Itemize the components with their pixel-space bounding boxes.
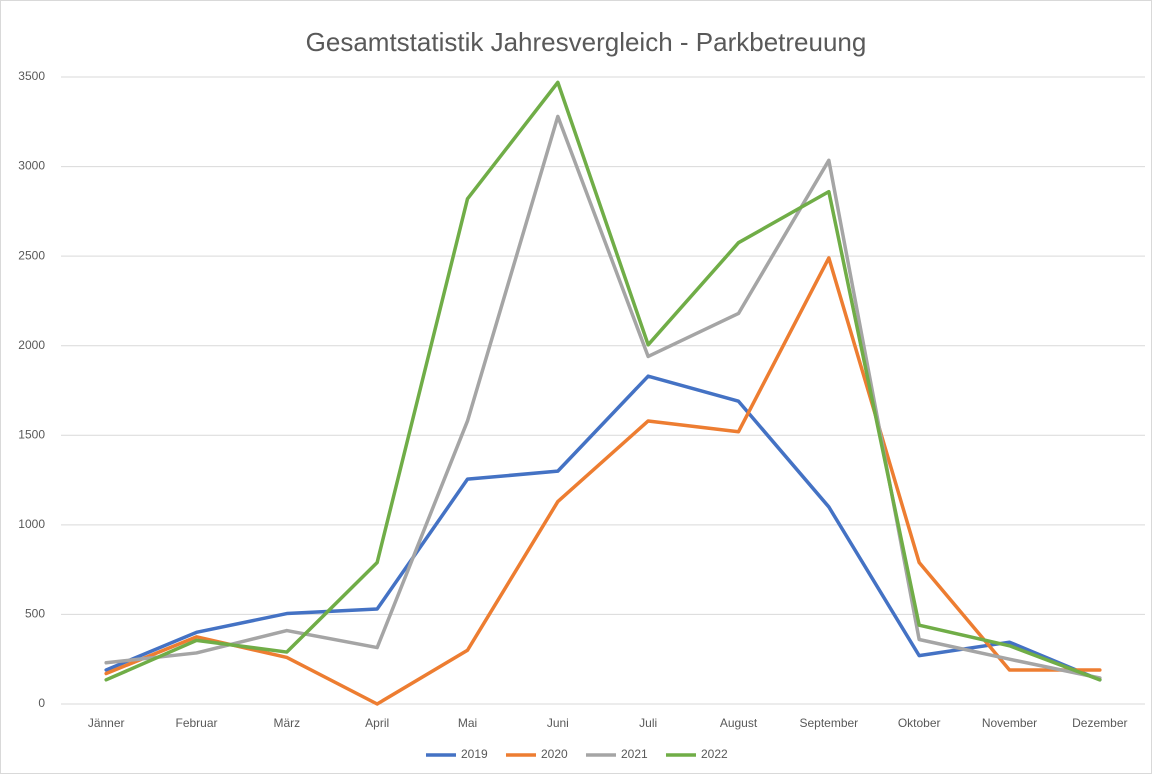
series-line — [104, 374, 1102, 682]
legend-label: 2021 — [621, 747, 648, 761]
x-tick-label: Dezember — [1072, 716, 1127, 730]
y-tick-label: 500 — [25, 607, 45, 621]
x-tick-label: März — [273, 716, 300, 730]
legend-label: 2020 — [541, 747, 568, 761]
x-tick-label: Oktober — [898, 716, 941, 730]
series-line — [104, 80, 1102, 682]
x-tick-label: Juli — [639, 716, 657, 730]
y-tick-label: 2000 — [18, 338, 45, 352]
legend-label: 2022 — [701, 747, 728, 761]
legend-label: 2019 — [461, 747, 488, 761]
x-tick-label: Februar — [175, 716, 217, 730]
y-tick-label: 2500 — [18, 248, 45, 262]
x-tick-label: August — [720, 716, 758, 730]
x-tick-label: Juni — [547, 716, 569, 730]
y-tick-label: 3000 — [18, 159, 45, 173]
x-tick-label: April — [365, 716, 389, 730]
y-tick-label: 1500 — [18, 427, 45, 441]
chart-title: Gesamtstatistik Jahresvergleich - Parkbe… — [306, 27, 867, 57]
x-tick-label: Jänner — [88, 716, 125, 730]
y-tick-label: 0 — [38, 696, 45, 710]
y-tick-label: 1000 — [18, 517, 45, 531]
series-line — [104, 256, 1102, 706]
series-line — [104, 114, 1102, 680]
y-tick-label: 3500 — [18, 69, 45, 83]
x-tick-label: September — [799, 716, 858, 730]
x-tick-label: Mai — [458, 716, 477, 730]
x-tick-label: November — [982, 716, 1037, 730]
